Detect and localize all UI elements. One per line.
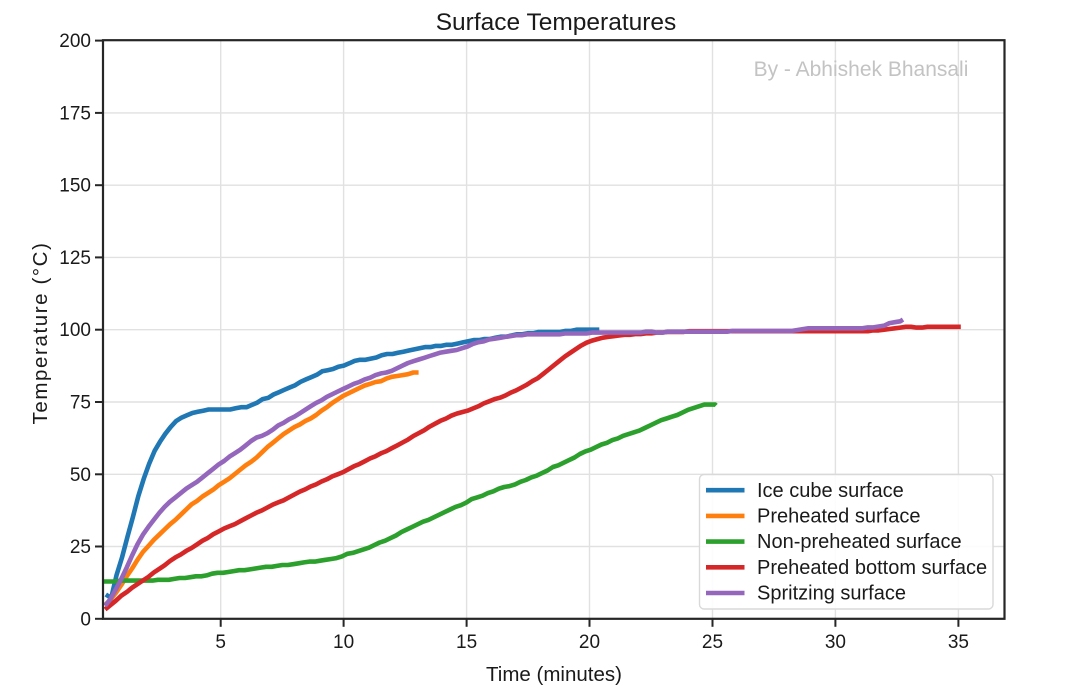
svg-text:150: 150 xyxy=(59,176,91,197)
svg-text:Preheated bottom surface: Preheated bottom surface xyxy=(757,557,987,579)
svg-text:Spritzing surface: Spritzing surface xyxy=(757,583,906,605)
svg-text:Ice cube surface: Ice cube surface xyxy=(757,480,904,502)
svg-text:Non-preheated surface: Non-preheated surface xyxy=(757,531,962,553)
svg-text:20: 20 xyxy=(579,632,600,653)
svg-text:Surface Temperatures: Surface Temperatures xyxy=(436,9,677,36)
svg-text:75: 75 xyxy=(70,393,91,414)
svg-text:By - Abhishek Bhansali: By - Abhishek Bhansali xyxy=(754,58,969,81)
svg-text:Preheated surface: Preheated surface xyxy=(757,506,920,528)
svg-text:50: 50 xyxy=(70,465,91,486)
svg-text:5: 5 xyxy=(215,632,226,653)
svg-text:30: 30 xyxy=(825,632,846,653)
svg-text:35: 35 xyxy=(948,632,969,653)
svg-text:0: 0 xyxy=(80,609,91,630)
svg-text:25: 25 xyxy=(702,632,723,653)
svg-text:100: 100 xyxy=(59,320,91,341)
svg-text:125: 125 xyxy=(59,248,91,269)
svg-text:15: 15 xyxy=(456,632,477,653)
svg-text:Temperature (°C): Temperature (°C) xyxy=(29,241,52,424)
svg-text:10: 10 xyxy=(333,632,354,653)
svg-text:25: 25 xyxy=(70,537,91,558)
svg-text:175: 175 xyxy=(59,103,91,124)
svg-text:200: 200 xyxy=(59,31,91,52)
svg-text:Time (minutes): Time (minutes) xyxy=(486,663,622,686)
